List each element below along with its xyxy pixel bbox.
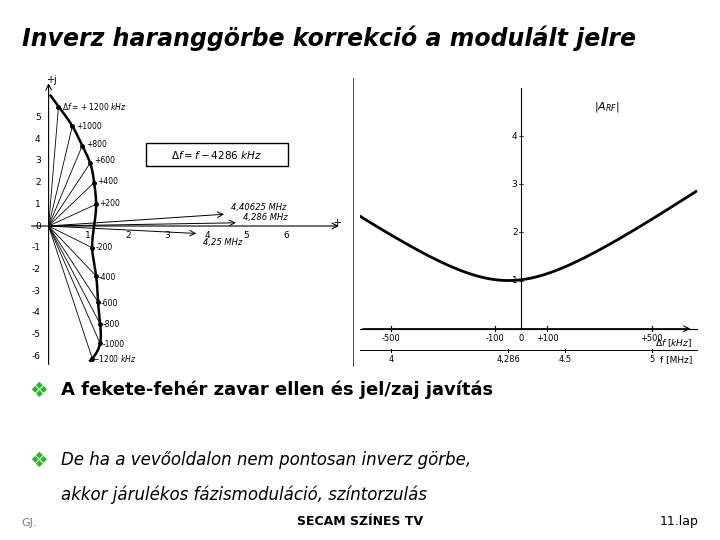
Text: 4,286 MHz: 4,286 MHz — [243, 213, 287, 222]
Text: +500: +500 — [640, 334, 663, 343]
Text: ❖: ❖ — [29, 381, 48, 401]
Text: 5: 5 — [649, 355, 654, 364]
Text: 2: 2 — [35, 178, 40, 187]
Text: 4: 4 — [204, 232, 210, 240]
Text: 2: 2 — [125, 232, 130, 240]
Text: 1: 1 — [512, 276, 518, 285]
Text: +: + — [333, 218, 343, 228]
Text: 2: 2 — [512, 228, 518, 237]
Text: $\Delta f\ [kHz]$: $\Delta f\ [kHz]$ — [655, 338, 693, 349]
Text: -400: -400 — [99, 273, 116, 281]
Text: $\Delta f=+1200\ kHz$: $\Delta f=+1200\ kHz$ — [63, 101, 127, 112]
Text: 5: 5 — [35, 113, 40, 122]
Text: -6: -6 — [32, 352, 40, 361]
Text: -100: -100 — [486, 334, 505, 343]
Text: GJ.: GJ. — [22, 518, 37, 528]
Text: $|A_{RF}|$: $|A_{RF}|$ — [594, 100, 620, 114]
Text: 4: 4 — [512, 132, 518, 140]
Text: 1: 1 — [86, 232, 91, 240]
FancyBboxPatch shape — [145, 144, 288, 166]
Text: 4: 4 — [35, 134, 40, 144]
Text: +600: +600 — [94, 157, 115, 165]
Text: +j: +j — [46, 75, 57, 85]
Text: -3: -3 — [32, 287, 40, 296]
Text: Inverz haranggörbe korrekció a modulált jelre: Inverz haranggörbe korrekció a modulált … — [22, 25, 636, 51]
Text: 3: 3 — [35, 157, 40, 165]
Text: 6: 6 — [284, 232, 289, 240]
Text: +100: +100 — [536, 334, 559, 343]
Text: A fekete-fehér zavar ellen és jel/zaj javítás: A fekete-fehér zavar ellen és jel/zaj ja… — [61, 381, 493, 399]
Text: 4,40625 MHz: 4,40625 MHz — [230, 203, 286, 212]
Text: -1000: -1000 — [103, 340, 125, 349]
Text: SECAM SZÍNES TV: SECAM SZÍNES TV — [297, 515, 423, 528]
Text: 4: 4 — [389, 355, 394, 364]
Text: -200: -200 — [96, 243, 113, 252]
Text: +1000: +1000 — [76, 122, 102, 131]
Text: +200: +200 — [99, 199, 120, 208]
Text: f [MHz]: f [MHz] — [660, 355, 693, 364]
Text: 3: 3 — [512, 180, 518, 189]
Text: -2: -2 — [32, 265, 40, 274]
Text: -4: -4 — [32, 308, 40, 318]
Text: 4,25 MHz: 4,25 MHz — [203, 238, 243, 247]
Text: 5: 5 — [244, 232, 249, 240]
Text: -600: -600 — [101, 299, 118, 308]
Text: $-1200\ kHz$: $-1200\ kHz$ — [92, 353, 137, 364]
Text: 0: 0 — [519, 334, 524, 343]
Text: 0: 0 — [35, 221, 40, 231]
Text: 11.lap: 11.lap — [660, 515, 698, 528]
Text: +400: +400 — [97, 177, 118, 186]
Text: De ha a vevőoldalon nem pontosan inverz görbe,: De ha a vevőoldalon nem pontosan inverz … — [61, 451, 472, 469]
Text: 1: 1 — [35, 200, 40, 209]
Text: -800: -800 — [103, 320, 120, 329]
Text: 4.5: 4.5 — [558, 355, 572, 364]
Text: 3: 3 — [165, 232, 170, 240]
Text: 4,286: 4,286 — [496, 355, 521, 364]
Text: $\Delta f = f - 4286\ kHz$: $\Delta f = f - 4286\ kHz$ — [171, 149, 263, 161]
Text: -5: -5 — [32, 330, 40, 339]
Text: -500: -500 — [382, 334, 400, 343]
Text: +800: +800 — [86, 140, 107, 149]
Text: akkor járulékos fázismoduláció, színtorzulás: akkor járulékos fázismoduláció, színtorz… — [61, 486, 427, 504]
Text: -1: -1 — [32, 243, 40, 252]
Text: ❖: ❖ — [29, 451, 48, 471]
